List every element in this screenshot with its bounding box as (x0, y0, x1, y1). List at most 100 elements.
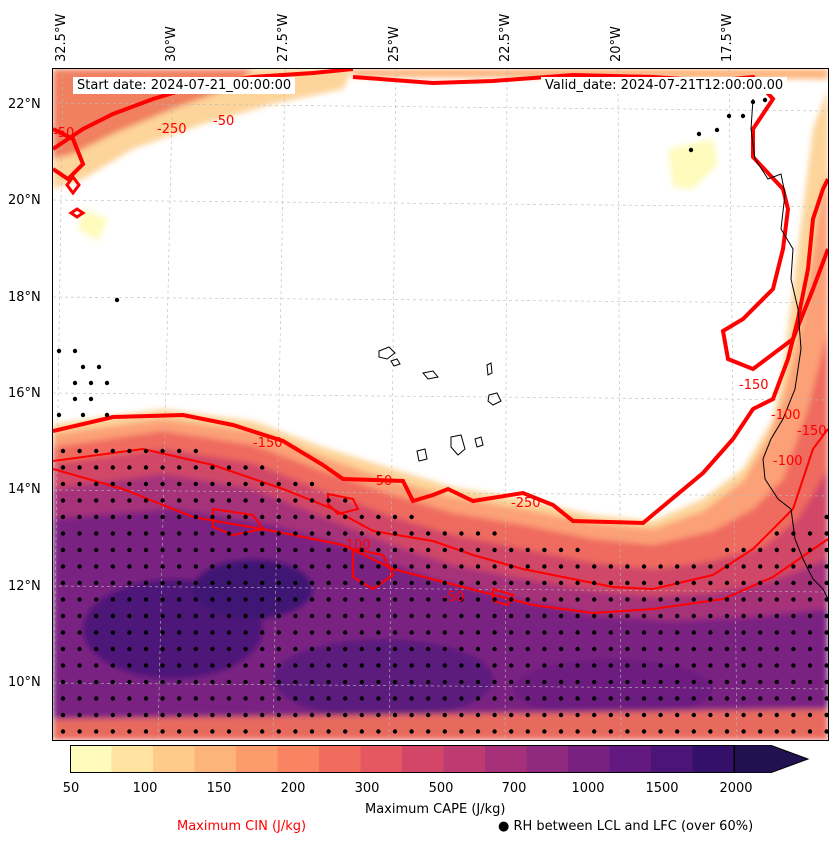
rh-dot (392, 547, 398, 553)
rh-dot (509, 547, 514, 553)
colorbar-tick-1500: 1500 (645, 781, 679, 796)
rh-dot (525, 696, 530, 701)
rh-dot (509, 663, 514, 668)
rh-dot (309, 646, 315, 652)
rh-dot (475, 613, 481, 619)
rh-dot (525, 613, 530, 619)
rh-dot (127, 646, 132, 652)
rh-dot (625, 646, 630, 652)
rh-dot (110, 630, 115, 635)
lon-label-22-5w: 22.5°W (498, 13, 513, 62)
rh-dot (774, 531, 779, 536)
rh-dot (807, 646, 813, 652)
rh-dot (392, 679, 398, 685)
rh-dot (143, 498, 149, 503)
rh-dot (426, 646, 431, 652)
rh-dot (243, 564, 248, 569)
rh-dot (260, 679, 265, 685)
rh-dot (741, 679, 746, 685)
island-dot (104, 380, 110, 386)
rh-dot (708, 564, 713, 569)
rh-dot (492, 696, 497, 701)
rh-dot (343, 597, 348, 602)
rh-dot (309, 679, 315, 685)
rh-dot (575, 646, 580, 652)
rh-dot (658, 729, 663, 734)
rh-dot (691, 613, 696, 619)
rh-dot (791, 630, 796, 635)
rh-dot (77, 564, 82, 569)
lat-label-22n: 22°N (8, 97, 41, 112)
rh-dot (426, 630, 431, 635)
rh-dot (592, 679, 597, 685)
rh-dot (608, 580, 613, 586)
rh-dot (210, 514, 215, 520)
rh-dot (309, 613, 315, 619)
rh-dot (177, 696, 182, 701)
rh-dot (442, 663, 447, 668)
rh-dot (143, 481, 149, 487)
rh-dot (492, 663, 497, 668)
rh-dot (243, 613, 248, 619)
island-dot (72, 348, 78, 354)
rh-dot (741, 580, 746, 586)
rh-dot (343, 514, 348, 520)
rh-dot (260, 663, 265, 668)
cape-core-3 (513, 659, 713, 719)
rh-dot (193, 663, 198, 668)
rh-dot (641, 630, 647, 635)
rh-dot (807, 531, 813, 536)
rh-dot (326, 630, 331, 635)
rh-dot (177, 630, 182, 635)
rh-dot (592, 663, 597, 668)
rh-dot (160, 729, 165, 734)
rh-dot (243, 531, 248, 536)
rh-dot (293, 663, 298, 668)
rh-dot (675, 663, 680, 668)
rh-dot (210, 498, 215, 503)
rh-dot (60, 696, 66, 701)
rh-dot (575, 679, 580, 685)
rh-dot (791, 696, 796, 701)
rh-dot (177, 580, 182, 586)
rh-dot (127, 663, 132, 668)
rh-dot (210, 465, 215, 470)
rh-dot (309, 729, 315, 734)
rh-dot (110, 514, 115, 520)
rh-dot (276, 481, 281, 487)
rh-dot (442, 580, 447, 586)
rh-dot (658, 646, 663, 652)
rh-dot (475, 679, 481, 685)
rh-dot (376, 531, 381, 536)
rh-dot (392, 646, 398, 652)
rh-dot (758, 663, 763, 668)
rh-dot (160, 696, 165, 701)
rh-dot (824, 580, 828, 586)
rh-dot (143, 514, 149, 520)
rh-dot (409, 514, 414, 520)
rh-dot (807, 547, 813, 553)
rh-dot (758, 580, 763, 586)
rh-dot (741, 564, 746, 569)
rh-dot (807, 613, 813, 619)
rh-dot (691, 564, 696, 569)
rh-dot (226, 481, 232, 487)
rh-dot (475, 663, 481, 668)
rh-dot (110, 448, 115, 454)
rh-dot (376, 679, 381, 685)
colorbar-cell (526, 745, 569, 773)
colorbar-tick-100: 100 (132, 781, 158, 796)
rh-dot (708, 712, 713, 718)
rh-dot (60, 597, 66, 602)
rh-dot (260, 630, 265, 635)
rh-dot (542, 663, 547, 668)
rh-dot (625, 729, 630, 734)
rh-dot (210, 712, 215, 718)
rh-dot (293, 630, 298, 635)
rh-dot (127, 547, 132, 553)
rh-dot (94, 514, 99, 520)
rh-dot (658, 613, 663, 619)
rh-dot (77, 481, 82, 487)
rh-dot (824, 630, 828, 635)
rh-dot (359, 646, 364, 652)
